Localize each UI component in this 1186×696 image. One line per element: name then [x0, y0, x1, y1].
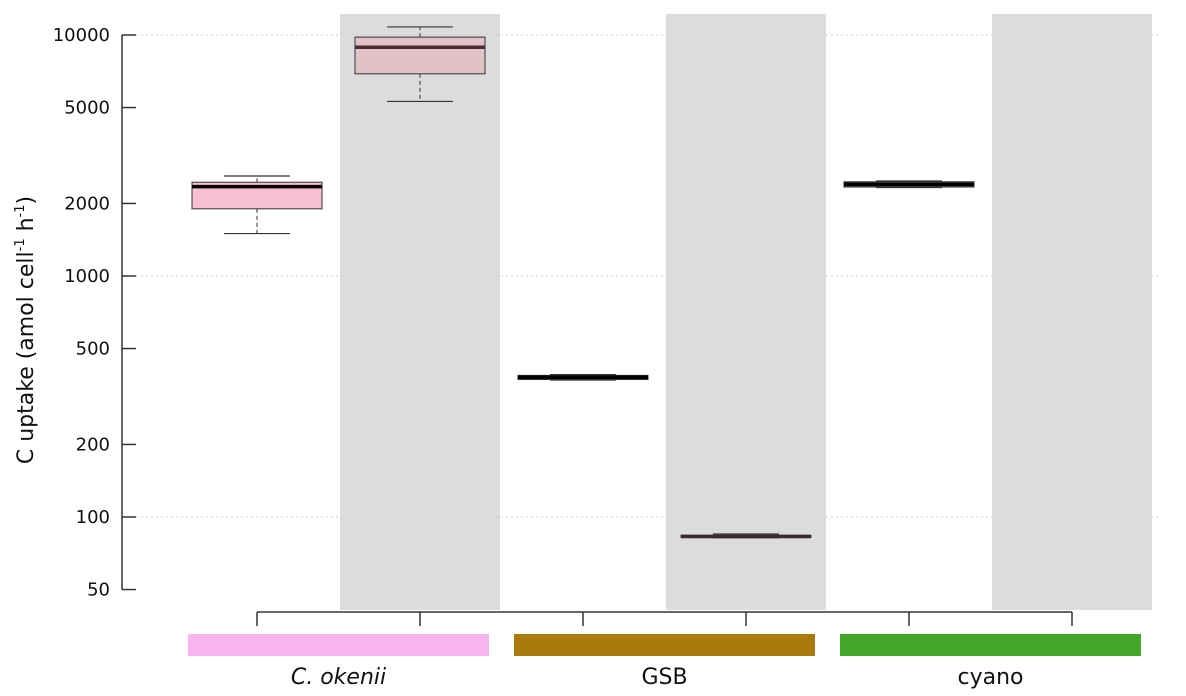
- gridlines: [136, 34, 1160, 518]
- box-5: [843, 180, 975, 189]
- y-tick-label-2000: 2000: [64, 193, 110, 214]
- y-tick-label-200: 200: [76, 434, 110, 455]
- group-color-bar: [840, 634, 1141, 656]
- shaded-column-6: [992, 14, 1152, 610]
- y-axis-title: C uptake (amol cell-1 h-1): [13, 196, 39, 464]
- y-tick-label-100: 100: [76, 507, 110, 528]
- box-body: [354, 36, 486, 75]
- group-bars: C. okenii GSB cyano: [188, 634, 1141, 690]
- y-axis: 50 100 200 500 1000 2000 5000 10000: [53, 25, 136, 601]
- boxes: [191, 26, 975, 539]
- box-3: [517, 373, 649, 381]
- y-tick-label-1000: 1000: [64, 266, 110, 287]
- group-label: C. okenii: [291, 665, 386, 690]
- y-tick-label-5000: 5000: [64, 98, 110, 119]
- group-color-bar: [188, 634, 489, 656]
- group-0: C. okenii: [188, 634, 489, 690]
- group-label: cyano: [958, 665, 1024, 690]
- shaded-column-4: [666, 14, 826, 610]
- y-tick-label-50: 50: [87, 580, 110, 601]
- box-1: [191, 175, 323, 235]
- group-label: GSB: [641, 665, 687, 690]
- x-axis: [256, 611, 1073, 626]
- y-axis-title-sup2: -1: [13, 204, 28, 217]
- group-1: GSB: [514, 634, 815, 690]
- y-axis-title-sup1: -1: [13, 238, 28, 251]
- group-color-bar: [514, 634, 815, 656]
- y-tick-label-500: 500: [76, 339, 110, 360]
- box-2: [354, 26, 486, 103]
- group-2: cyano: [840, 634, 1141, 690]
- y-tick-label-10000: 10000: [53, 25, 110, 46]
- y-axis-title-main: C uptake (amol cell: [14, 251, 39, 464]
- y-axis-title-mid: h: [14, 217, 39, 238]
- y-axis-title-end: ): [14, 196, 39, 205]
- box-4: [680, 533, 812, 539]
- shaded-column-2: [340, 14, 500, 610]
- shaded-columns: [340, 14, 1152, 610]
